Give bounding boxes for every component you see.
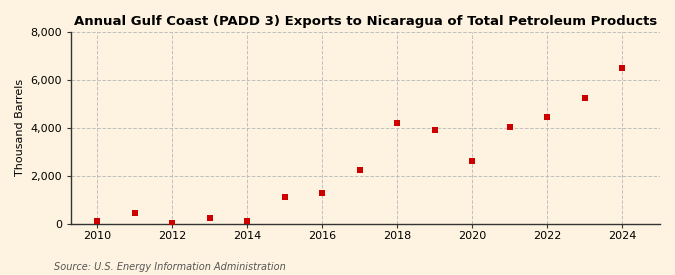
Point <box>580 96 591 100</box>
Point <box>205 216 215 220</box>
Point <box>467 159 478 164</box>
Point <box>279 195 290 200</box>
Point <box>354 168 365 172</box>
Title: Annual Gulf Coast (PADD 3) Exports to Nicaragua of Total Petroleum Products: Annual Gulf Coast (PADD 3) Exports to Ni… <box>74 15 657 28</box>
Point <box>167 220 178 225</box>
Point <box>317 190 328 195</box>
Point <box>392 121 403 125</box>
Point <box>242 219 253 224</box>
Y-axis label: Thousand Barrels: Thousand Barrels <box>15 79 25 177</box>
Point <box>429 128 440 133</box>
Point <box>130 211 140 215</box>
Text: Source: U.S. Energy Information Administration: Source: U.S. Energy Information Administ… <box>54 262 286 272</box>
Point <box>542 115 553 119</box>
Point <box>92 219 103 224</box>
Point <box>505 125 516 129</box>
Point <box>617 66 628 70</box>
